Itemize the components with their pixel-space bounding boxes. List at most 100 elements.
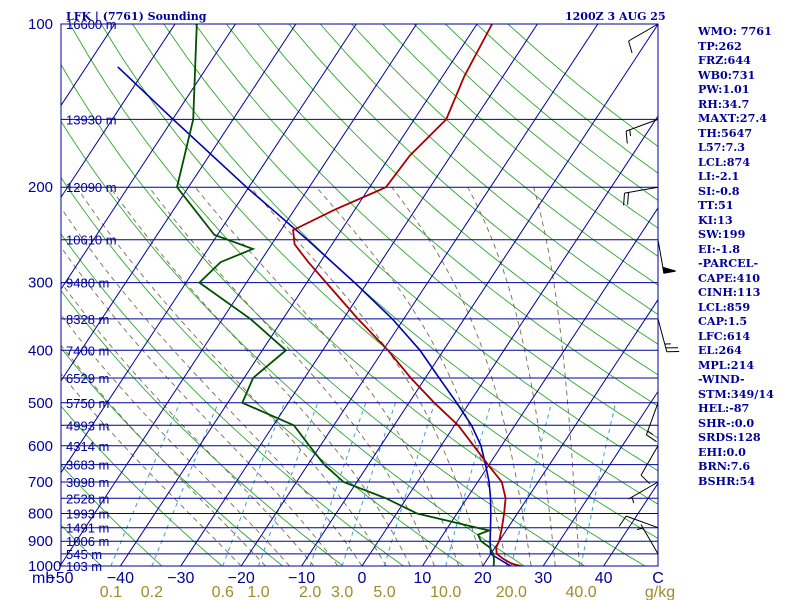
isotherm-line (301, 24, 658, 566)
index-line: -PARCEL- (698, 256, 759, 270)
temperature-tick-label: 10 (414, 570, 432, 587)
index-line: TT:51 (698, 198, 734, 212)
pressure-tick-label: 900 (28, 533, 53, 550)
wind-barb-staff (640, 524, 659, 555)
indices-panel: WMO: 7761 TP:262 FRZ:644 WB0:731 PW:1.01 RH:3… (698, 24, 798, 488)
mixing-ratio-tick-label: 40.0 (566, 584, 597, 600)
mixing-ratio-tick-label: 2.0 (299, 584, 321, 600)
mixing-ratio-tick-label: 20.0 (496, 584, 527, 600)
index-line: CAP:1.5 (698, 314, 748, 328)
index-line: SI:-0.8 (698, 183, 740, 198)
index-line: SHR-:0.0 (698, 415, 755, 430)
wind-barbs (618, 23, 680, 555)
temperature-tick-label: −30 (167, 570, 194, 587)
index-line: STM:349/14 (698, 386, 774, 401)
isotherm-line (542, 390, 658, 566)
temperature-tick-label: 30 (534, 570, 552, 587)
profile-lines (117, 24, 525, 566)
wind-barb-full (640, 474, 651, 485)
isotherm-line (119, 24, 478, 566)
height-label: 8328 m (66, 312, 109, 327)
isotherm-line (61, 24, 418, 566)
temperature-trace (292, 24, 525, 566)
wind-barb-half (629, 129, 631, 136)
height-label: 7400 m (66, 343, 109, 358)
pressure-tick-label: 600 (28, 438, 53, 455)
index-line: -WIND- (698, 372, 745, 386)
index-line: KI:13 (698, 212, 733, 227)
wind-barb-full (623, 193, 625, 206)
height-label: 12090 m (66, 180, 117, 195)
pressure-tick-label: 1000 (28, 558, 61, 575)
wind-barb-staff (628, 23, 659, 42)
index-line: LCL:859 (698, 299, 751, 314)
pressure-tick-label: 800 (28, 505, 53, 522)
mixing-ratio-tick-label: 3.0 (331, 584, 353, 600)
height-label: 3098 m (66, 475, 109, 490)
index-line: TP:262 (698, 38, 742, 53)
height-label: 10610 m (66, 233, 117, 248)
moist-adiabat-line (109, 186, 411, 566)
mixing-ratio-line (445, 402, 492, 566)
index-line: FRZ:644 (698, 53, 751, 67)
moist-adiabat-line (61, 344, 266, 566)
temperature-tick-label: −10 (288, 570, 315, 587)
wind-barb-full (618, 515, 627, 527)
pressure-tick-label: 100 (28, 16, 53, 33)
height-label: 545 m (66, 547, 102, 562)
temperature-tick-label: −40 (107, 570, 134, 587)
isotherm-line (240, 24, 599, 566)
mixing-ratio-tick-label: 0.2 (141, 584, 163, 600)
wind-barb-flag (662, 266, 676, 274)
mixing-ratio-tick-label: 10.0 (430, 584, 461, 600)
mixing-ratio-tick-label: 0.1 (100, 584, 122, 600)
height-label: 5750 m (66, 396, 109, 411)
dewpoint-trace (176, 24, 495, 566)
moist-adiabat-line (61, 373, 242, 566)
index-line: WB0:731 (698, 67, 756, 82)
index-line: MPL:214 (698, 357, 755, 372)
mixing-ratio-line (580, 402, 617, 566)
height-label: 1993 m (66, 506, 109, 521)
parcel-trace (117, 66, 512, 566)
index-line: LCL:874 (698, 154, 751, 169)
temperature-tick-label: −50 (46, 570, 73, 587)
chart-title: LFK | (7761) Sounding (66, 10, 207, 23)
temperature-axis-label: C (652, 570, 664, 587)
isotherm-line (180, 24, 538, 566)
height-label: 6529 m (66, 371, 109, 386)
index-line: CINH:113 (698, 285, 761, 299)
wind-barb-staff (624, 186, 659, 194)
wind-barb-staff (657, 318, 668, 352)
index-line: WMO: 7761 (698, 24, 772, 38)
isotherm-line (61, 24, 176, 199)
wind-barb-half (647, 430, 654, 435)
wind-barb-half (636, 527, 644, 531)
height-label: 13930 m (66, 112, 117, 127)
plot-frame (60, 23, 659, 567)
pressure-axis-label: mb (32, 570, 54, 587)
wind-barb-staff (628, 481, 659, 500)
temperature-tick-label: 0 (358, 570, 367, 587)
temperature-tick-label: 20 (474, 570, 492, 587)
index-line: EHI:0.0 (698, 444, 746, 459)
isotherm-line (421, 206, 658, 566)
height-label: 1491 m (66, 521, 109, 536)
index-line: BRN:7.6 (698, 459, 751, 473)
index-line: MAXT:27.4 (698, 111, 768, 125)
wind-barb-full (628, 40, 633, 54)
chart-valid-time: 1200Z 3 AUG 25 (565, 10, 666, 23)
index-line: RH:34.7 (698, 96, 750, 111)
isotherm-line (482, 298, 658, 566)
isotherm-line (61, 24, 297, 382)
temperature-tick-label: −20 (228, 570, 255, 587)
index-line: EL:264 (698, 343, 742, 357)
wind-barb-full (627, 192, 629, 205)
wind-barb-staff (625, 118, 659, 132)
index-line: BSHR:54 (698, 473, 756, 488)
wind-barb-staff (645, 402, 659, 435)
index-line: HEL:-87 (698, 401, 750, 415)
mixing-ratio-tick-label: 1.0 (247, 584, 269, 600)
